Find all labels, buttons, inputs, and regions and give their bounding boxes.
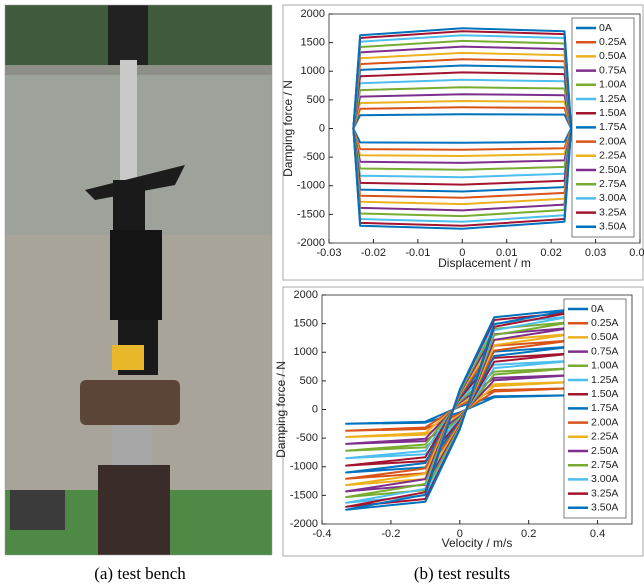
x-tick-label: -0.2 xyxy=(381,528,400,540)
x-tick-label: 0.2 xyxy=(521,528,536,540)
legend-label: 0.75A xyxy=(591,345,618,357)
panel-frame xyxy=(282,4,644,281)
y-tick-label: -1500 xyxy=(290,489,318,501)
legend-label: 1.50A xyxy=(591,388,618,400)
y-tick-label: -2000 xyxy=(297,237,325,249)
legend-label: 1.00A xyxy=(591,360,618,372)
y-tick-label: -500 xyxy=(303,151,325,163)
x-tick-label: 0.01 xyxy=(496,247,517,259)
x-tick-label: 0.03 xyxy=(585,247,606,259)
legend-label: 0.50A xyxy=(591,331,618,343)
legend-label: 3.00A xyxy=(599,192,626,204)
y-axis-label: Damping force / N xyxy=(274,361,288,458)
legend-label: 0.25A xyxy=(591,317,618,329)
series-group xyxy=(352,27,573,230)
y-axis-label: Damping force / N xyxy=(281,80,295,177)
y-tick-label: -2000 xyxy=(290,518,318,530)
legend-label: 3.00A xyxy=(591,473,618,485)
x-tick-label: 0 xyxy=(457,528,463,540)
x-tick-label: 0 xyxy=(459,247,465,259)
x-tick-label: 0.02 xyxy=(540,247,561,259)
x-tick-label: 0.4 xyxy=(590,528,605,540)
x-tick-label: -0.02 xyxy=(361,247,386,259)
y-tick-label: -500 xyxy=(296,432,318,444)
x-axis-label: Displacement / m xyxy=(438,256,531,270)
legend-label: 1.75A xyxy=(599,121,626,133)
legend-label: 1.75A xyxy=(591,402,618,414)
legend-label: 2.25A xyxy=(591,431,618,443)
legend-label: 2.25A xyxy=(599,150,626,162)
y-tick-label: 0 xyxy=(319,122,325,134)
legend-label: 2.75A xyxy=(591,459,618,471)
legend-label: 1.25A xyxy=(591,374,618,386)
x-axis-label: Velocity / m/s xyxy=(442,536,513,550)
y-tick-label: -1000 xyxy=(290,461,318,473)
legend-label: 2.50A xyxy=(591,445,618,457)
y-tick-label: 2000 xyxy=(294,289,318,301)
legend-label: 3.50A xyxy=(591,502,618,514)
x-tick-label: -0.03 xyxy=(316,247,341,259)
legend-label: 0.75A xyxy=(599,64,626,76)
y-tick-label: 1000 xyxy=(294,346,318,358)
y-tick-label: 2000 xyxy=(301,8,325,20)
legend-label: 2.75A xyxy=(599,178,626,190)
legend-label: 0.50A xyxy=(599,50,626,62)
series-line xyxy=(352,27,573,230)
legend-label: 1.25A xyxy=(599,93,626,105)
legend-label: 2.00A xyxy=(599,135,626,147)
legend-label: 0A xyxy=(591,303,604,315)
panel-frame xyxy=(282,286,644,557)
legend-label: 3.25A xyxy=(599,206,626,218)
legend-label: 0A xyxy=(599,22,612,34)
legend-label: 2.00A xyxy=(591,416,618,428)
y-tick-label: -1500 xyxy=(297,208,325,220)
legend-label: 1.00A xyxy=(599,79,626,91)
legend-label: 3.50A xyxy=(599,221,626,233)
legend-label: 2.50A xyxy=(599,164,626,176)
legend-label: 0.25A xyxy=(599,36,626,48)
caption: (b) test results xyxy=(414,564,510,583)
y-tick-label: -1000 xyxy=(297,180,325,192)
caption: (a) test bench xyxy=(94,564,186,583)
y-tick-label: 500 xyxy=(307,94,325,106)
y-tick-label: 1500 xyxy=(294,318,318,330)
y-tick-label: 1500 xyxy=(301,37,325,49)
y-tick-label: 0 xyxy=(312,403,318,415)
y-tick-label: 1000 xyxy=(301,65,325,77)
x-tick-label: -0.4 xyxy=(313,528,332,540)
legend-label: 3.25A xyxy=(591,487,618,499)
x-tick-label: 0.04 xyxy=(629,247,644,259)
test-bench-photo xyxy=(4,4,273,556)
x-tick-label: -0.01 xyxy=(405,247,430,259)
y-tick-label: 500 xyxy=(300,375,318,387)
legend-label: 1.50A xyxy=(599,107,626,119)
